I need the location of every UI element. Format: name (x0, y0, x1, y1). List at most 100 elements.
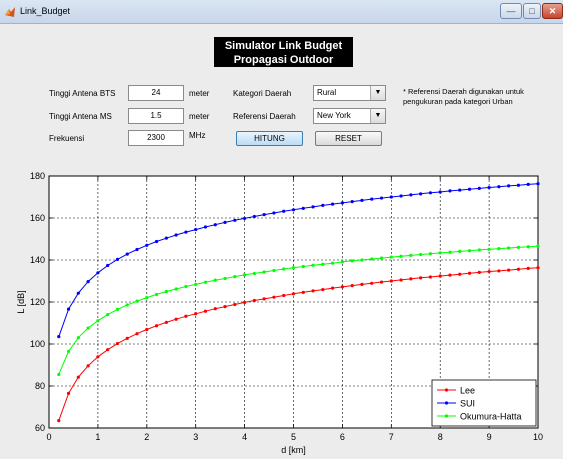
close-icon: ✕ (548, 5, 557, 16)
window-title: Link_Budget (20, 6, 71, 16)
data-point-okumura-hatta (536, 244, 540, 248)
frequency-unit: MHz (189, 131, 206, 140)
data-point-sui (497, 185, 501, 189)
data-point-lee (419, 276, 423, 280)
data-point-sui (223, 220, 227, 225)
data-point-lee (360, 282, 364, 286)
data-point-lee (370, 281, 374, 285)
data-point-sui (526, 182, 530, 186)
kategori-daerah-label: Kategori Daerah (233, 89, 292, 98)
chevron-down-icon: ▼ (370, 109, 385, 123)
data-point-sui (174, 233, 178, 237)
data-point-okumura-hatta (164, 289, 168, 294)
data-point-sui (243, 216, 247, 221)
data-point-okumura-hatta (448, 250, 452, 254)
x-tick-label: 5 (291, 432, 296, 442)
data-point-okumura-hatta (213, 278, 217, 282)
bts-height-unit: meter (189, 89, 210, 98)
data-point-sui (154, 239, 159, 244)
data-point-lee (301, 290, 305, 294)
hitung-button[interactable]: HITUNG (236, 131, 303, 146)
maximize-button[interactable]: □ (523, 3, 541, 19)
data-point-lee (243, 300, 247, 305)
x-tick-label: 6 (340, 432, 345, 442)
x-tick-label: 1 (95, 432, 100, 442)
kategori-daerah-value: Rural (317, 88, 337, 97)
data-point-lee (477, 270, 481, 274)
data-point-lee (154, 324, 159, 328)
app-title-line2: Propagasi Outdoor (233, 54, 334, 66)
data-point-lee (194, 312, 198, 316)
data-point-lee (76, 375, 80, 379)
data-point-okumura-hatta (252, 271, 256, 276)
data-point-sui (350, 200, 354, 204)
data-point-sui (86, 280, 90, 284)
data-point-lee (516, 267, 521, 271)
data-point-sui (252, 214, 256, 219)
data-point-sui (262, 213, 266, 217)
series-line-sui (58, 183, 539, 337)
legend-label-okumura-hatta: Okumura-Hatta (460, 412, 522, 422)
data-point-sui (487, 185, 491, 190)
data-point-lee (233, 302, 237, 307)
data-point-sui (301, 206, 305, 210)
data-point-lee (428, 275, 433, 279)
data-point-lee (262, 297, 266, 301)
data-point-lee (86, 364, 90, 368)
data-point-okumura-hatta (497, 247, 501, 251)
data-point-lee (184, 314, 188, 318)
data-point-lee (467, 271, 472, 275)
minimize-button[interactable]: — (500, 3, 522, 19)
data-point-okumura-hatta (399, 254, 403, 258)
data-point-okumura-hatta (66, 349, 71, 353)
data-point-okumura-hatta (145, 295, 149, 300)
data-point-sui (448, 189, 452, 193)
data-point-okumura-hatta (194, 282, 198, 286)
data-point-sui (458, 188, 462, 192)
data-point-okumura-hatta (458, 249, 462, 253)
data-point-sui (291, 208, 296, 212)
y-axis-label: L [dB] (16, 290, 26, 313)
data-point-lee (223, 305, 227, 309)
data-point-okumura-hatta (340, 260, 344, 264)
data-point-sui (272, 211, 276, 215)
data-point-sui (360, 198, 364, 202)
data-point-sui (409, 193, 413, 197)
data-point-sui (419, 192, 423, 196)
data-point-lee (340, 285, 344, 289)
data-point-okumura-hatta (243, 273, 247, 277)
data-point-sui (76, 291, 80, 295)
data-point-lee (448, 273, 452, 277)
data-point-sui (96, 271, 100, 275)
y-tick-label: 60 (35, 423, 45, 433)
data-point-sui (213, 223, 217, 227)
data-point-lee (379, 280, 384, 284)
reset-button[interactable]: RESET (315, 131, 382, 146)
data-point-lee (291, 292, 296, 296)
frequency-input[interactable]: 2300 (128, 130, 184, 146)
close-button[interactable]: ✕ (542, 3, 563, 19)
data-point-okumura-hatta (507, 246, 511, 250)
bts-height-input[interactable]: 24 (128, 85, 184, 101)
matlab-icon (5, 7, 15, 17)
referensi-note: * Referensi Daerah digunakan untuk pengu… (403, 87, 524, 106)
data-point-sui (164, 236, 168, 240)
x-tick-label: 3 (193, 432, 198, 442)
data-point-lee (252, 298, 256, 303)
legend-marker-sui (444, 401, 449, 405)
data-point-lee (311, 289, 315, 293)
referensi-daerah-select[interactable]: New York ▼ (313, 108, 386, 124)
ms-height-input[interactable]: 1.5 (128, 108, 184, 124)
chevron-down-icon: ▼ (370, 86, 385, 100)
data-point-lee (399, 278, 403, 282)
data-point-sui (115, 257, 120, 261)
data-point-lee (350, 284, 354, 288)
data-point-okumura-hatta (76, 336, 80, 340)
data-point-okumura-hatta (291, 266, 296, 270)
app-title-line1: Simulator Link Budget (224, 40, 343, 52)
data-point-okumura-hatta (516, 245, 521, 249)
frequency-label: Frekuensi (49, 134, 85, 143)
data-point-okumura-hatta (125, 303, 129, 307)
data-point-okumura-hatta (487, 247, 491, 251)
kategori-daerah-select[interactable]: Rural ▼ (313, 85, 386, 101)
